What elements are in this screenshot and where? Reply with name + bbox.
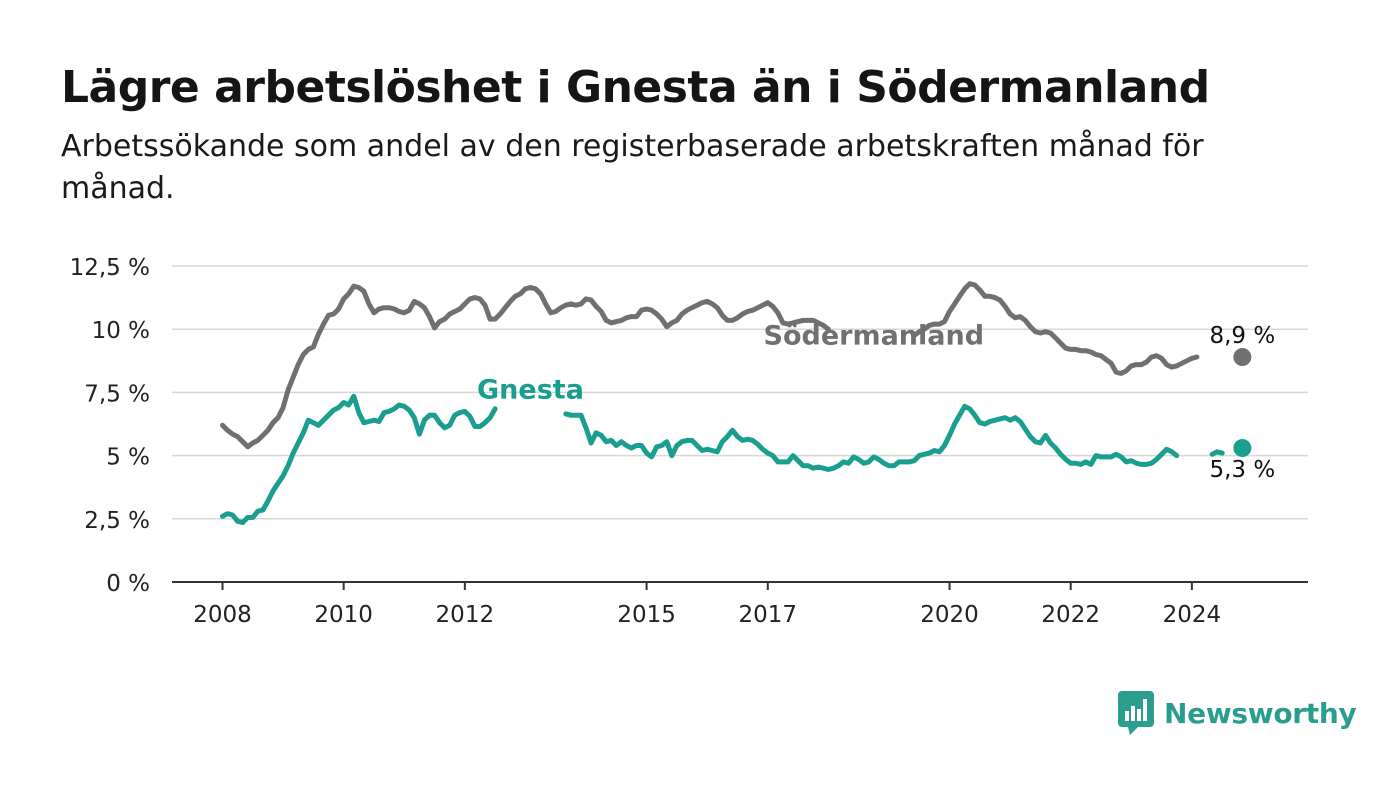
y-tick-label: 12,5 % xyxy=(70,255,150,281)
series-lines xyxy=(220,281,1225,526)
x-tick-label: 2022 xyxy=(1041,602,1100,628)
x-tick-label: 2010 xyxy=(314,602,373,628)
series-label-gnesta: Gnesta xyxy=(477,375,584,406)
x-tick-label: 2008 xyxy=(193,602,252,628)
x-tick-label: 2024 xyxy=(1163,602,1222,628)
x-tick-label: 2012 xyxy=(436,602,495,628)
y-axis-labels: 0 % 2,5 % 5 % 7,5 % 10 % 12,5 % xyxy=(70,255,150,597)
y-tick-label: 5 % xyxy=(106,445,150,471)
series-labels: 8,9 % 5,3 % Södermanland Gnesta xyxy=(477,320,1275,483)
end-marker-sodermanland xyxy=(1233,348,1252,367)
end-marker-gnesta xyxy=(1233,439,1252,458)
end-markers xyxy=(1233,348,1252,458)
x-axis-labels: 2008 2010 2012 2015 2017 2020 2022 2024 xyxy=(193,602,1221,628)
chart-subtitle: Arbetssökande som andel av den registerb… xyxy=(61,129,1204,206)
line-chart: 0 %2,5 %5 %7,5 %10 %12,5 % 2008 2010 2012 2… xyxy=(70,255,1308,628)
series-line-sodermanland xyxy=(220,281,1200,450)
x-tick-label: 2020 xyxy=(920,602,979,628)
x-tick-label: 2017 xyxy=(738,602,797,628)
brand-logo: Newsworthy xyxy=(1118,690,1357,736)
chart-title: Lägre arbetslöshet i Gnesta än i Söderma… xyxy=(61,62,1210,113)
series-line-gnesta xyxy=(220,393,1225,526)
end-value-label-gnesta: 5,3 % xyxy=(1209,457,1275,483)
y-tick-label: 0 % xyxy=(106,571,150,597)
x-tick-label: 2015 xyxy=(617,602,676,628)
brand-name: Newsworthy xyxy=(1164,696,1357,730)
y-tick-label: 10 % xyxy=(92,318,150,344)
end-value-label-sodermanland: 8,9 % xyxy=(1209,323,1275,349)
newsworthy-logo-icon xyxy=(1118,691,1154,735)
y-tick-label: 2,5 % xyxy=(84,508,150,534)
series-label-sodermanland: Södermanland xyxy=(764,320,985,351)
y-tick-label: 7,5 % xyxy=(84,381,150,407)
grid-lines xyxy=(172,265,1308,590)
